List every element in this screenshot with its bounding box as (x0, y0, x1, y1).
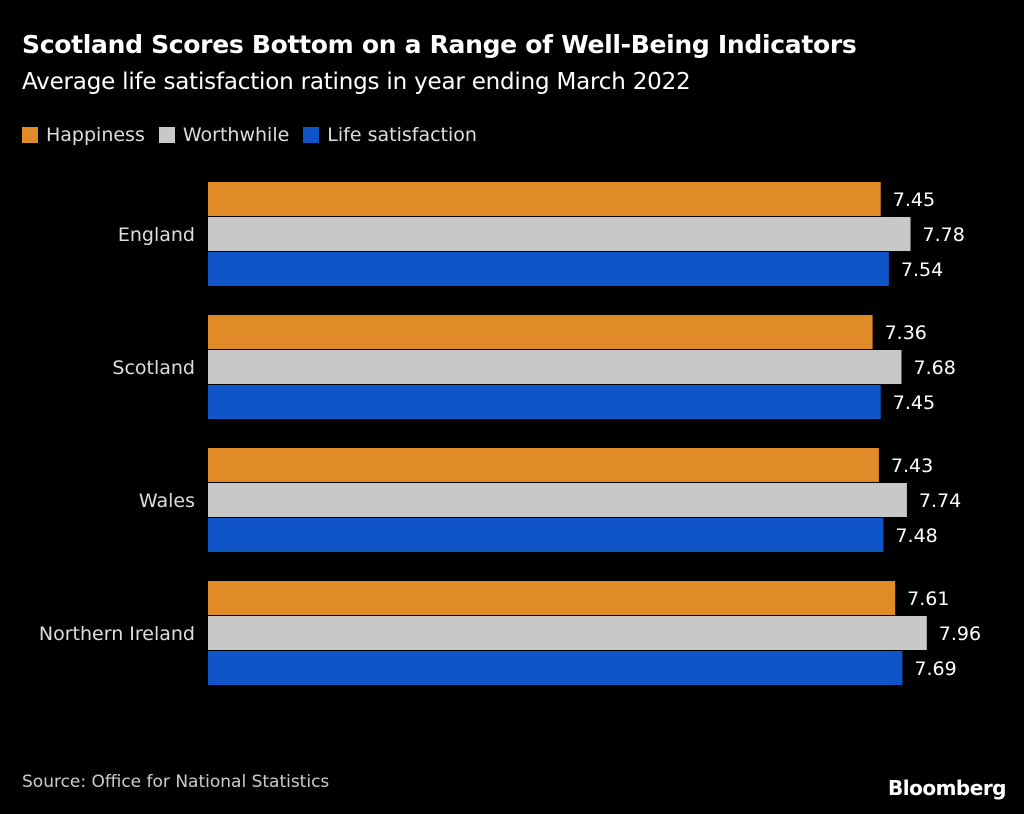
data-label: 7.78 (923, 224, 965, 246)
legend-swatch-happiness (22, 127, 38, 143)
source-note: Source: Office for National Statistics (22, 772, 330, 792)
category-label: Northern Ireland (39, 623, 195, 645)
chart-title: Scotland Scores Bottom on a Range of Wel… (22, 30, 857, 59)
bar-life-satisfaction (208, 385, 881, 419)
bar-worthwhile (208, 217, 911, 251)
bar-worthwhile (208, 616, 927, 650)
legend-item-worthwhile: Worthwhile (158, 124, 290, 146)
bar-worthwhile (208, 350, 902, 384)
data-label: 7.43 (891, 455, 933, 477)
legend-swatch-worthwhile (158, 127, 175, 143)
data-label: 7.48 (895, 525, 937, 547)
bar-happiness (208, 315, 873, 349)
data-label: 7.69 (914, 658, 956, 680)
bar-worthwhile (208, 483, 907, 517)
bar-life-satisfaction (208, 252, 889, 286)
bar-life-satisfaction (208, 518, 884, 552)
legend-label: Life satisfaction (327, 124, 477, 146)
data-label: 7.74 (919, 490, 961, 512)
data-label: 7.68 (914, 357, 956, 379)
data-label: 7.96 (939, 623, 981, 645)
legend: Happiness Worthwhile Life satisfaction (22, 124, 477, 146)
legend-item-life-satisfaction: Life satisfaction (303, 124, 477, 146)
legend-label: Worthwhile (182, 124, 290, 146)
bar-happiness (208, 581, 896, 615)
data-label: 7.45 (893, 189, 935, 211)
legend-item-happiness: Happiness (22, 124, 145, 146)
legend-label: Happiness (46, 124, 145, 146)
bar-happiness (208, 182, 881, 216)
category-label: England (118, 224, 195, 246)
data-label: 7.45 (893, 392, 935, 414)
bloomberg-logo: Bloomberg (888, 776, 1006, 800)
legend-swatch-life-satisfaction (303, 127, 320, 143)
chart-subtitle: Average life satisfaction ratings in yea… (22, 69, 691, 95)
category-label: Scotland (112, 357, 195, 379)
data-label: 7.61 (907, 588, 949, 610)
data-label: 7.54 (901, 259, 943, 281)
category-label: Wales (139, 490, 195, 512)
data-label: 7.36 (885, 322, 927, 344)
bar-happiness (208, 448, 879, 482)
bar-life-satisfaction (208, 651, 903, 685)
